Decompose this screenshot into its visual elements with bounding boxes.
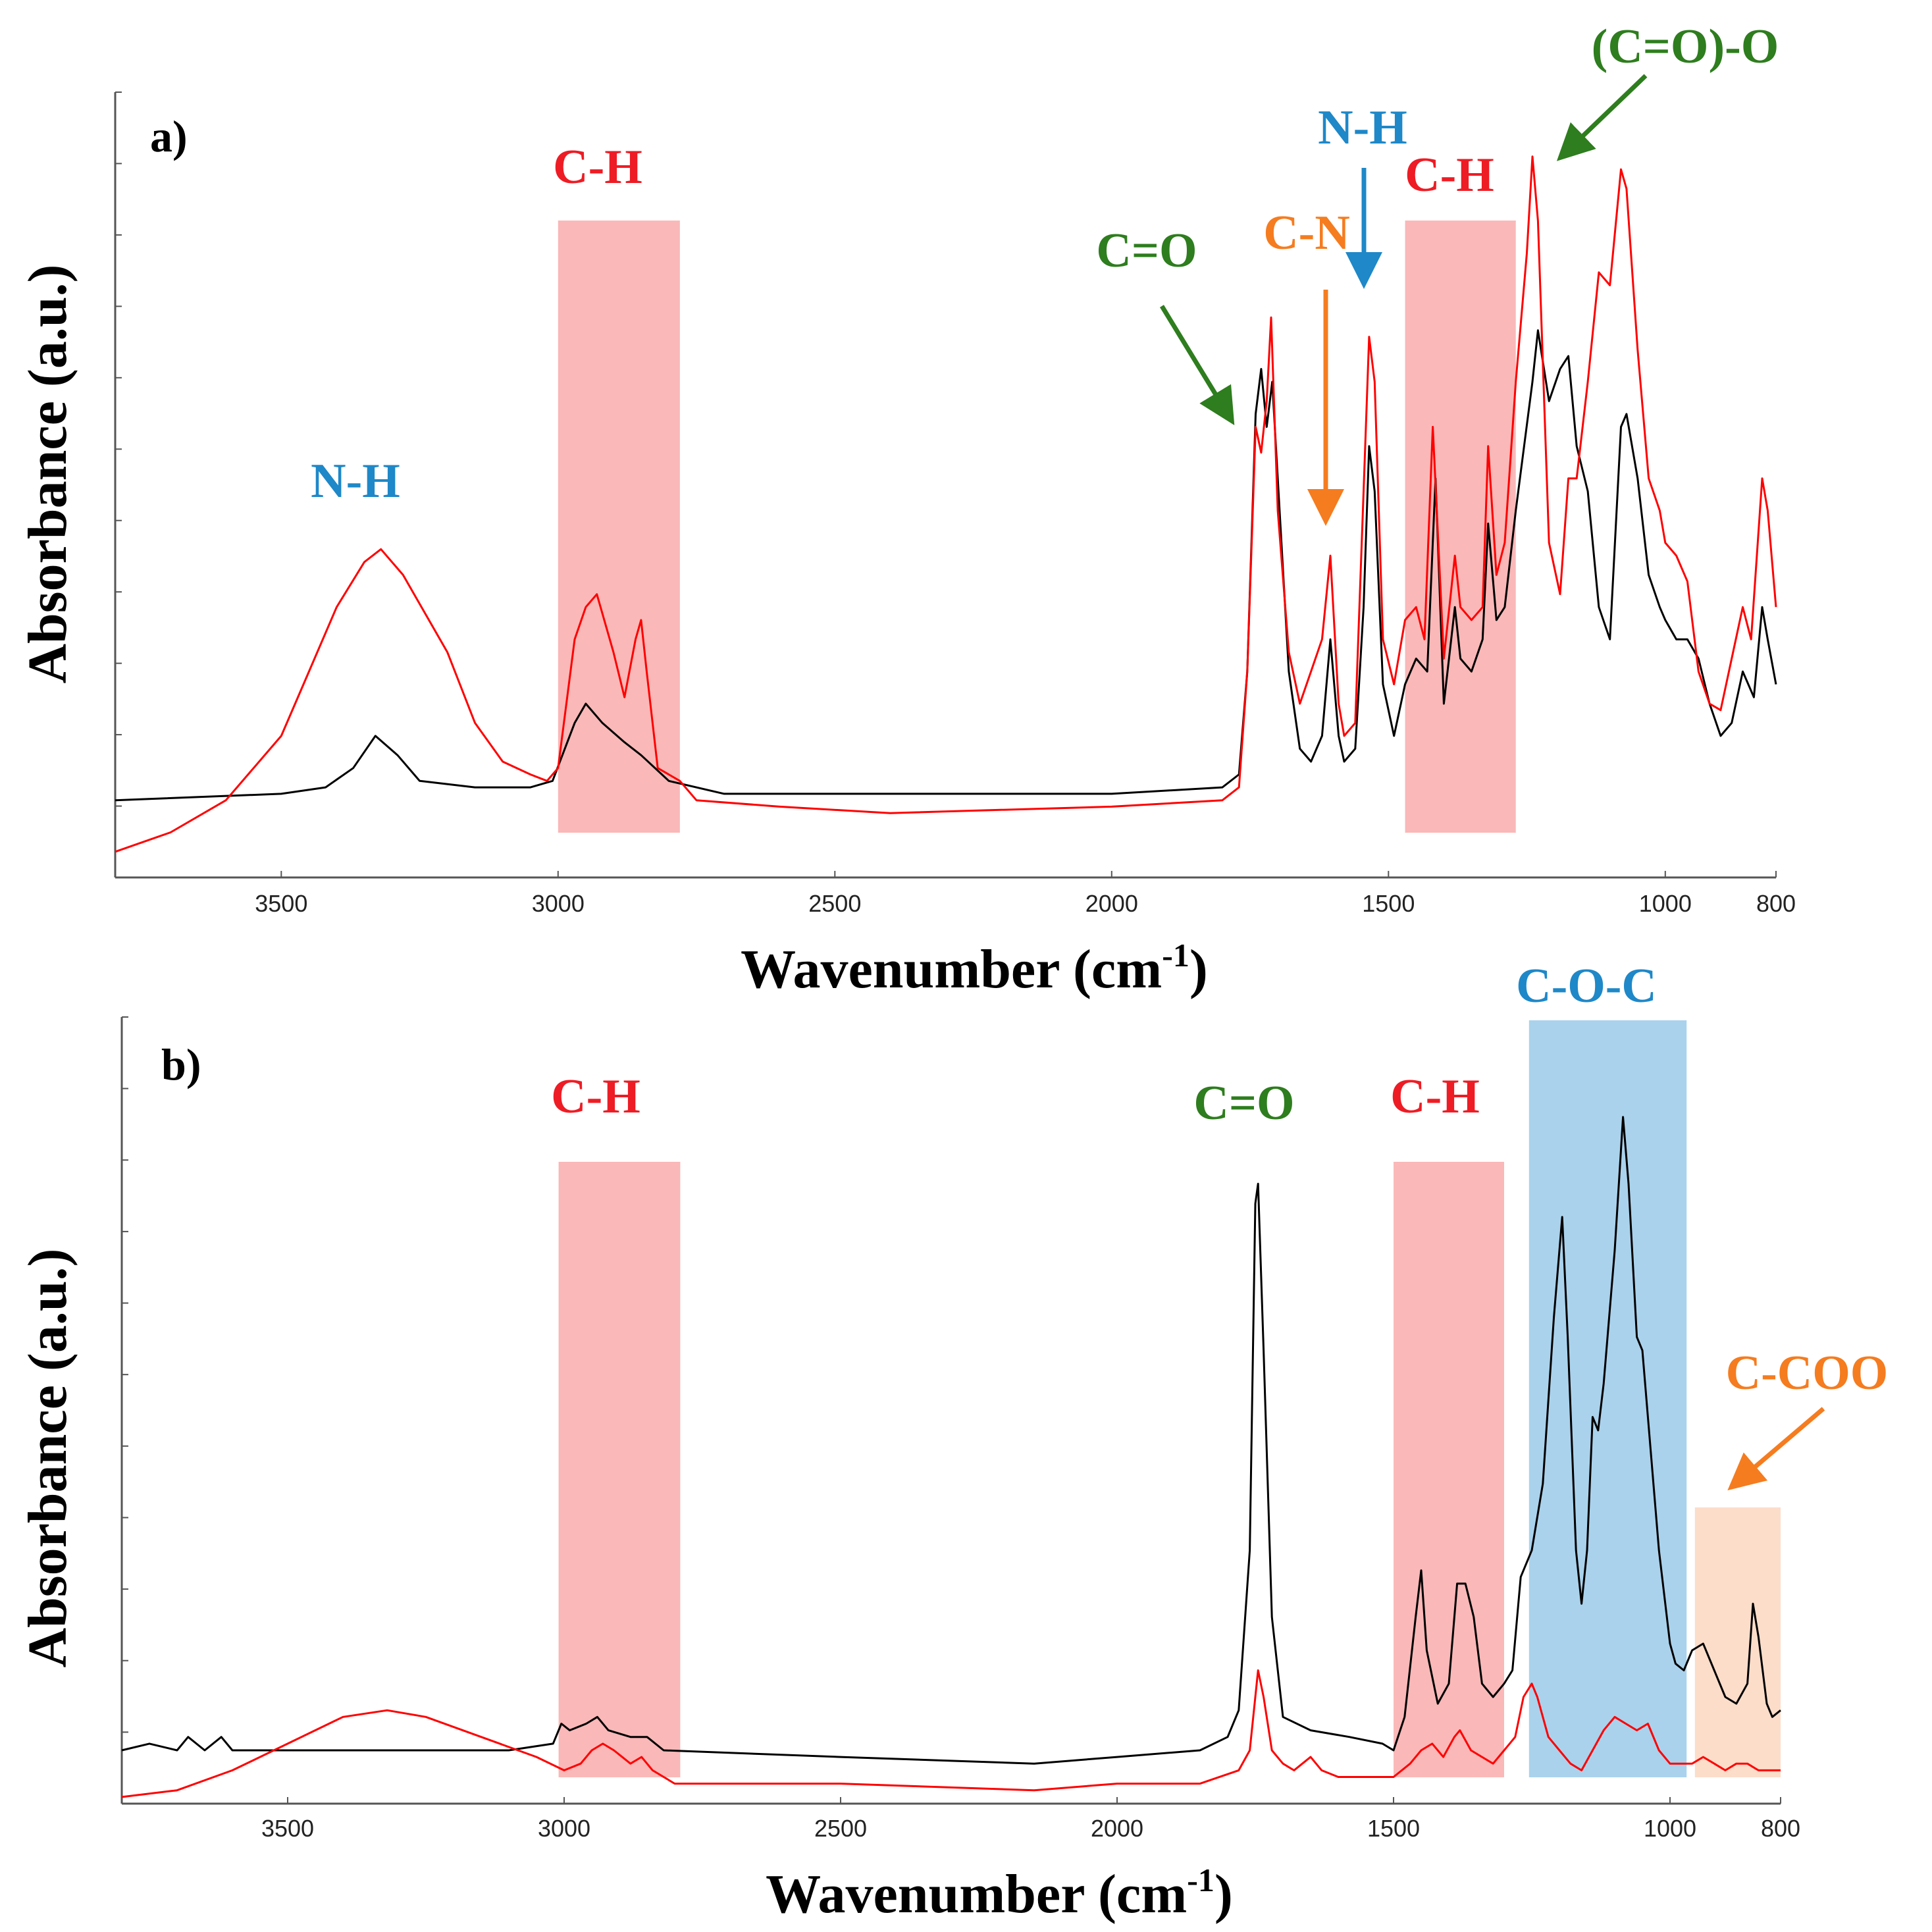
panel-a-shaded-region-1 (558, 221, 680, 833)
panel-b-x-tick-label-3000: 3000 (538, 1815, 590, 1842)
panel-b-y-axis-title: Absorbance (a.u.) (17, 1248, 78, 1667)
panel-a-series (115, 155, 1777, 853)
panel-a-x-tick-label-3500: 3500 (255, 890, 307, 917)
panel-a-annotation-nh-broad: N-H (311, 454, 400, 508)
panel-b-series-red-line (121, 1669, 1781, 1798)
panel-a-axes: 3500 3000 2500 2000 1500 1000 800 (114, 91, 1796, 917)
panel-b-shaded-regions (558, 1020, 1781, 1777)
panel-a-x-tick-label-2000: 2000 (1085, 890, 1138, 917)
panel-b-series (121, 1116, 1781, 1798)
panel-a-x-tick-label-1000: 1000 (1639, 890, 1692, 917)
panel-a-x-tick-label-3000: 3000 (532, 890, 585, 917)
panel-a-x-axis-title: Wavenumber (cm-1) (741, 937, 1208, 1000)
panel-a-shaded-regions (558, 221, 1516, 833)
panel-b-shaded-region-3 (1528, 1020, 1687, 1777)
panel-b-x-tick-label-800: 800 (1761, 1815, 1800, 1842)
panel-a-x-tick-label-800: 800 (1756, 890, 1796, 917)
panel-b-shaded-region-4 (1694, 1507, 1781, 1777)
panel-b-annotation-coc: C-O-C (1516, 959, 1657, 1013)
panel-a-x-tick-label-2500: 2500 (808, 890, 861, 917)
panel-a-annotation-ch-1: C-H (553, 140, 642, 194)
panel-b-annotation-ch-2: C-H (1390, 1070, 1480, 1124)
panel-a-label: a) (150, 111, 188, 161)
panel-a-arrow-ester (1556, 74, 1648, 161)
panel-b-x-tick-label-2500: 2500 (814, 1815, 867, 1842)
panel-b-label: b) (161, 1039, 201, 1089)
panel-a-annotation-cn: C-N (1263, 206, 1350, 260)
panel-a-shaded-region-2 (1405, 221, 1516, 833)
panel-b-annotation-ch-1: C-H (551, 1070, 640, 1124)
panel-b-series-black-line (121, 1116, 1781, 1765)
panel-a-y-axis-title: Absorbance (a.u.) (17, 264, 78, 683)
panel-a-annotation-co: C=O (1096, 224, 1197, 278)
panel-a-annotation-nh-sharp: N-H (1318, 101, 1407, 155)
panel-b: 3500 3000 2500 2000 1500 1000 800 b) Absorbanc… (17, 959, 1888, 1925)
panel-b-x-tick-label-2000: 2000 (1091, 1815, 1143, 1842)
panel-a: 3500 3000 2500 2000 1500 1000 800 a) Absorbanc… (17, 20, 1796, 1000)
panel-a-arrow-co (1160, 305, 1235, 425)
panel-a-series-black-line (115, 329, 1777, 802)
panel-b-arrow-ccoo (1727, 1407, 1825, 1491)
panel-a-series-red-line (115, 155, 1777, 853)
panel-b-shaded-region-1 (558, 1162, 681, 1777)
panel-b-x-tick-label-1000: 1000 (1644, 1815, 1696, 1842)
panel-b-x-tick-label-3500: 3500 (261, 1815, 314, 1842)
panel-b-x-axis-title: Wavenumber (cm-1) (766, 1862, 1233, 1925)
panel-b-annotation-ccoo: C-COO (1726, 1346, 1889, 1400)
panel-a-x-tick-label-1500: 1500 (1362, 890, 1415, 917)
panel-b-x-tick-label-1500: 1500 (1367, 1815, 1420, 1842)
panel-b-annotation-co: C=O (1193, 1076, 1294, 1130)
panel-a-annotation-ch-2: C-H (1405, 148, 1494, 202)
panel-a-annotation-ester: (C=O)-O (1592, 20, 1779, 74)
panel-b-axes: 3500 3000 2500 2000 1500 1000 800 (120, 1016, 1800, 1842)
